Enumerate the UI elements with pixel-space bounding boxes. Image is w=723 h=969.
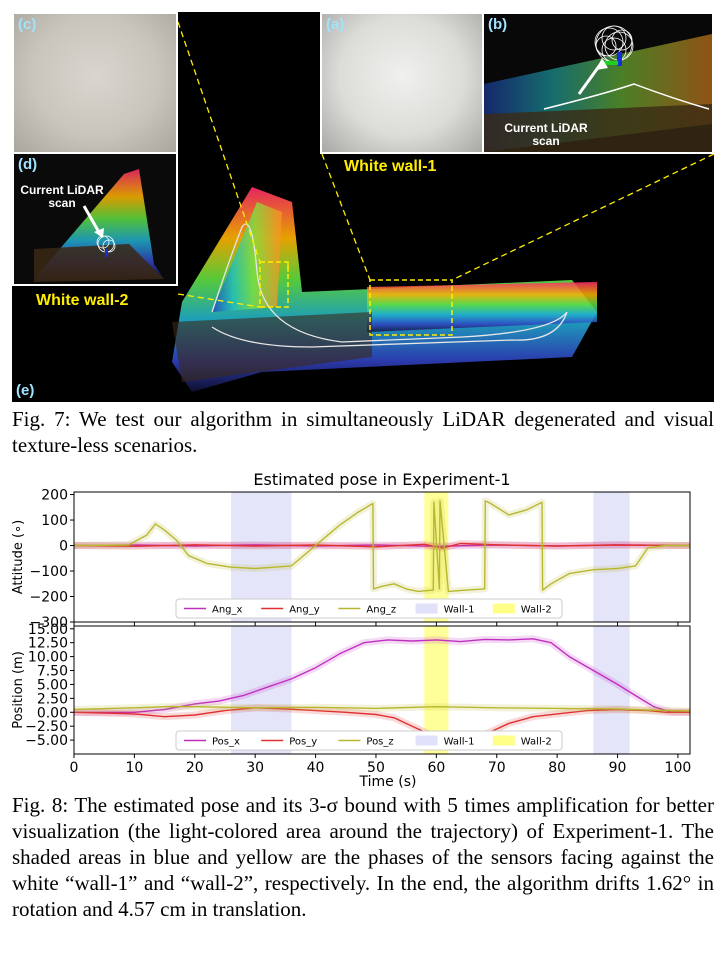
panel-b-lidar-scan: (b) Current LiDAR scan <box>482 12 714 154</box>
x-tick-label: 30 <box>246 760 264 776</box>
y-axis-label: Position (m) <box>11 651 26 729</box>
legend-label: Ang_x <box>212 605 243 616</box>
x-tick-label: 60 <box>427 760 445 776</box>
x-tick-label: 90 <box>609 760 627 776</box>
y-tick-label: 0.00 <box>37 705 68 721</box>
figure-8-chart: Estimated pose in Experiment-12001000−10… <box>11 470 692 790</box>
legend-label: Wall-1 <box>444 737 475 748</box>
y-tick-label: 0 <box>59 539 68 555</box>
panel-label-e: (e) <box>16 382 35 399</box>
chart-title: Estimated pose in Experiment-1 <box>253 470 510 489</box>
legend-label: Pos_x <box>212 737 240 748</box>
x-tick-label: 70 <box>488 760 506 776</box>
panel-label-d: (d) <box>18 156 38 173</box>
panel-label-b: (b) <box>488 16 508 33</box>
figure-7: (c) (a) (b) Current LiDAR scan <box>12 12 714 402</box>
legend-label: Wall-2 <box>521 605 552 616</box>
series-line-pos_z <box>73 705 691 712</box>
figure-8-caption: Fig. 8: The estimated pose and its 3-σ b… <box>12 793 714 921</box>
panel-label-c: (c) <box>18 16 37 33</box>
current-scan-label-d: Current LiDAR scan <box>20 183 104 210</box>
shaded-wall-1 <box>593 492 630 622</box>
legend-label: Pos_y <box>289 737 317 748</box>
legend-label: Pos_z <box>366 737 393 748</box>
legend-label: Wall-1 <box>444 605 475 616</box>
y-tick-label: 7.50 <box>37 664 68 680</box>
series-line-ang_z <box>73 500 690 593</box>
y-axis-label: Attitude (∘) <box>11 520 26 594</box>
y-tick-label: 2.50 <box>37 691 68 707</box>
legend-swatch <box>415 603 438 614</box>
y-tick-label: 12.50 <box>28 636 68 652</box>
figure-7-caption: Fig. 7: We test our algorithm in simulta… <box>12 407 714 457</box>
panel-d-lidar-scan: (d) Current LiDAR scan <box>12 152 178 286</box>
x-tick-label: 10 <box>125 760 143 776</box>
x-tick-label: 80 <box>548 760 566 776</box>
x-tick-label: 50 <box>367 760 385 776</box>
series-line-pos_x <box>74 638 690 714</box>
x-tick-label: 40 <box>307 760 325 776</box>
y-tick-label: −200 <box>30 590 68 606</box>
current-scan-label-b: Current LiDAR scan <box>504 121 588 148</box>
pointcloud-map <box>172 21 714 392</box>
y-tick-label: −100 <box>30 564 68 580</box>
trajectory <box>211 223 568 348</box>
panel-frame <box>73 491 691 623</box>
legend-box <box>175 730 563 751</box>
panel-c-camera-image: (c) <box>12 12 178 154</box>
x-tick-label: 20 <box>186 760 204 776</box>
y-tick-label: −300 <box>30 615 68 631</box>
legend-label: Wall-2 <box>521 737 552 748</box>
legend-label: Ang_y <box>289 605 320 616</box>
legend-box <box>175 598 563 619</box>
x-tick-label: 100 <box>665 760 692 776</box>
panel-a-camera-image: (a) <box>320 12 484 154</box>
y-tick-label: 10.00 <box>28 650 68 666</box>
white-wall-2-label: White wall-2 <box>36 292 129 309</box>
legend-swatch <box>415 735 438 746</box>
y-tick-label: −2.50 <box>25 719 68 735</box>
legend-swatch <box>492 603 515 614</box>
white-wall-1-label: White wall-1 <box>344 158 437 175</box>
panel-label-a: (a) <box>326 16 345 33</box>
x-axis-label: Time (s) <box>359 774 417 790</box>
y-tick-label: −5.00 <box>25 733 68 749</box>
x-tick-label: 0 <box>70 760 79 776</box>
panel-frame <box>73 625 691 755</box>
y-tick-label: 15.00 <box>28 622 68 638</box>
y-tick-label: 5.00 <box>37 677 68 693</box>
legend-label: Ang_z <box>366 605 396 616</box>
y-tick-label: 100 <box>41 513 68 529</box>
y-tick-label: 200 <box>41 488 68 504</box>
shaded-wall-1 <box>593 626 630 754</box>
legend-swatch <box>492 735 515 746</box>
